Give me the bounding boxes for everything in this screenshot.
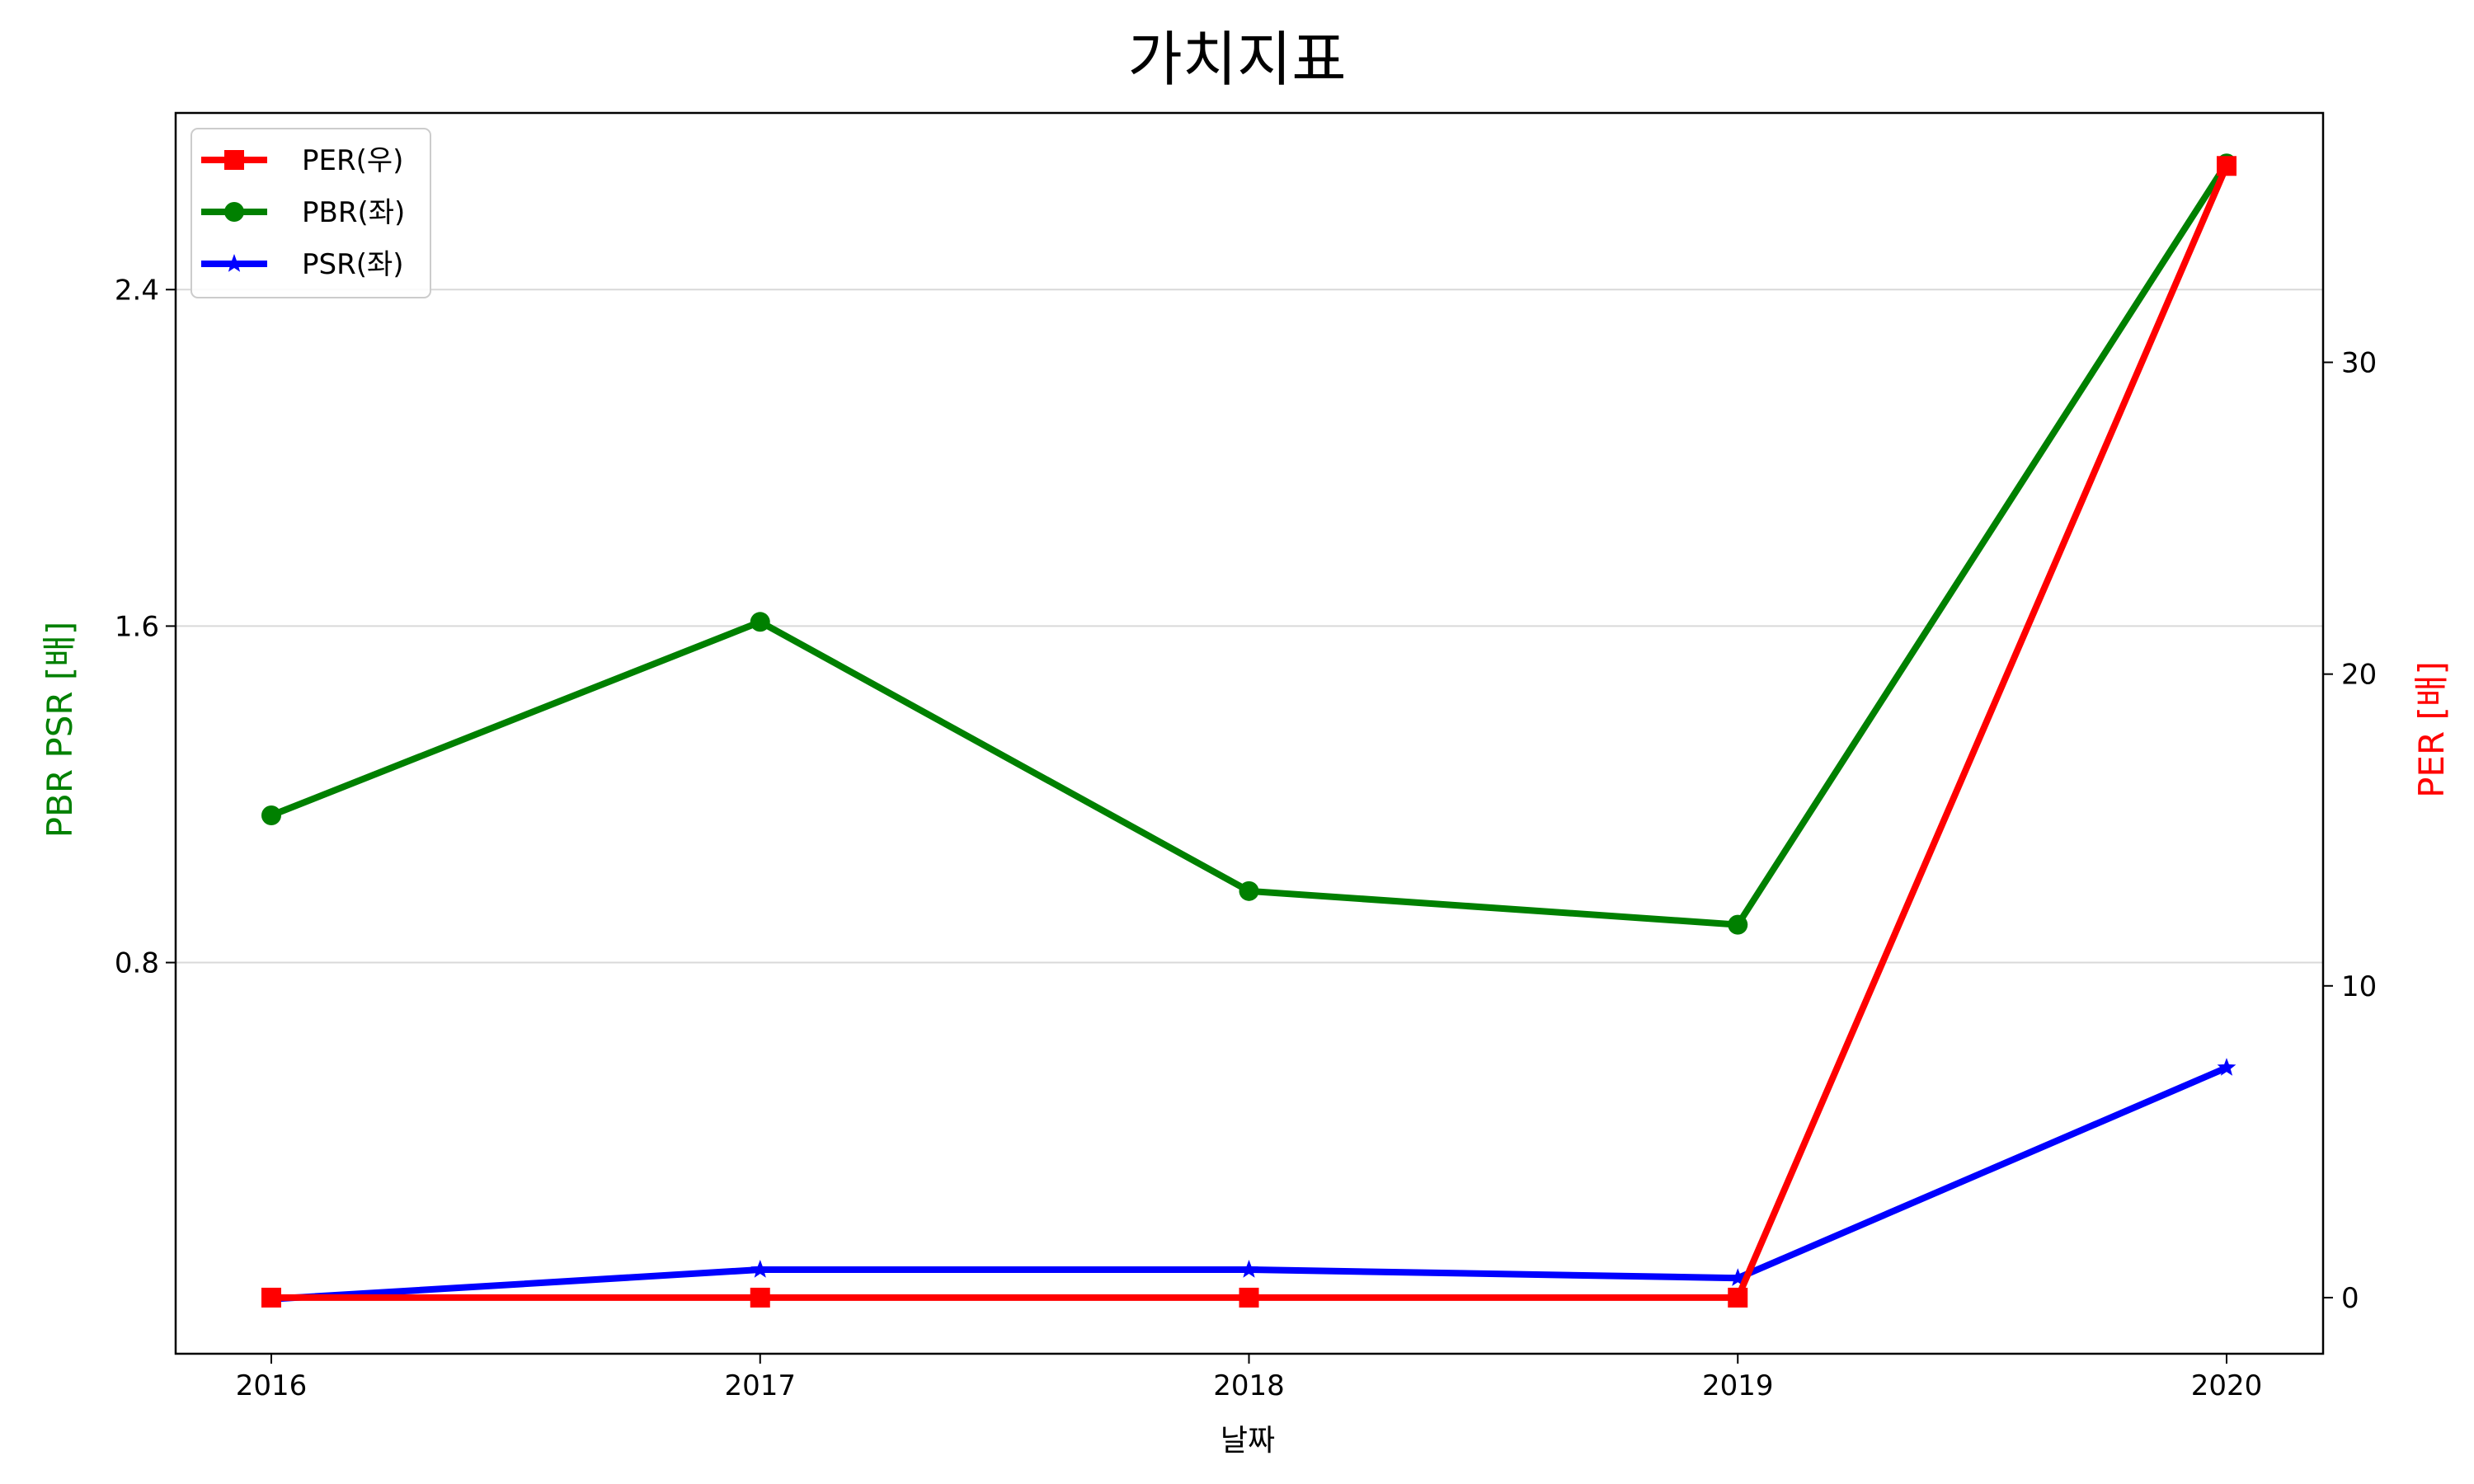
data-point-psr: [750, 1260, 770, 1278]
data-point-per: [2217, 156, 2236, 176]
legend-swatch-marker: [224, 254, 244, 272]
left-tick-label: 2.4: [115, 274, 159, 307]
right-tick-label: 0: [2341, 1282, 2359, 1315]
grid-layer: [176, 289, 2323, 964]
x-tick-label: 2017: [724, 1369, 796, 1402]
left-axis-title: PBR PSR [배]: [40, 622, 80, 838]
right-tick-label: 30: [2341, 347, 2377, 380]
chart-title: 가치지표: [1128, 25, 1347, 94]
legend-label-per: PER(우): [302, 144, 403, 177]
data-point-pbr: [261, 805, 281, 825]
data-point-psr: [1728, 1268, 1747, 1286]
series-per: [261, 156, 2236, 1308]
right-tick-label: 20: [2341, 659, 2377, 692]
data-point-psr: [1239, 1260, 1258, 1278]
data-point-per: [1239, 1287, 1259, 1308]
legend-label-psr: PSR(좌): [302, 248, 404, 281]
data-point-per: [261, 1287, 281, 1308]
data-point-pbr: [1728, 914, 1748, 935]
data-point-per: [1728, 1287, 1748, 1308]
left-tick-label: 1.6: [115, 610, 159, 643]
data-point-pbr: [750, 612, 770, 632]
x-tick-label: 2020: [2191, 1369, 2263, 1402]
series-layer: [261, 153, 2236, 1308]
data-point-psr: [2217, 1058, 2236, 1076]
data-point-pbr: [1239, 881, 1259, 901]
x-tick-label: 2019: [1702, 1369, 1774, 1402]
legend: PER(우) PBR(좌) PSR(좌): [190, 128, 431, 298]
legend-item-pbr: PBR(좌): [201, 196, 405, 229]
legend-label-pbr: PBR(좌): [302, 196, 405, 229]
x-tick-label: 2018: [1213, 1369, 1285, 1402]
legend-item-per: PER(우): [201, 144, 403, 177]
data-point-per: [750, 1287, 770, 1308]
legend-swatch-marker: [224, 150, 244, 170]
legend-box: [190, 128, 431, 298]
legend-item-psr: PSR(좌): [201, 248, 404, 281]
left-tick-label: 0.8: [115, 947, 159, 980]
right-axis-title: PER [배]: [2411, 661, 2452, 798]
right-tick-label: 10: [2341, 970, 2377, 1003]
x-axis-title: 날짜: [1221, 1424, 1275, 1458]
axes-layer: 0.8 1.6 2.4 0 10 20 30 2016 2017 2018 2019 2020: [115, 274, 2377, 1402]
legend-swatch-marker: [224, 202, 244, 222]
x-tick-label: 2016: [236, 1369, 308, 1402]
